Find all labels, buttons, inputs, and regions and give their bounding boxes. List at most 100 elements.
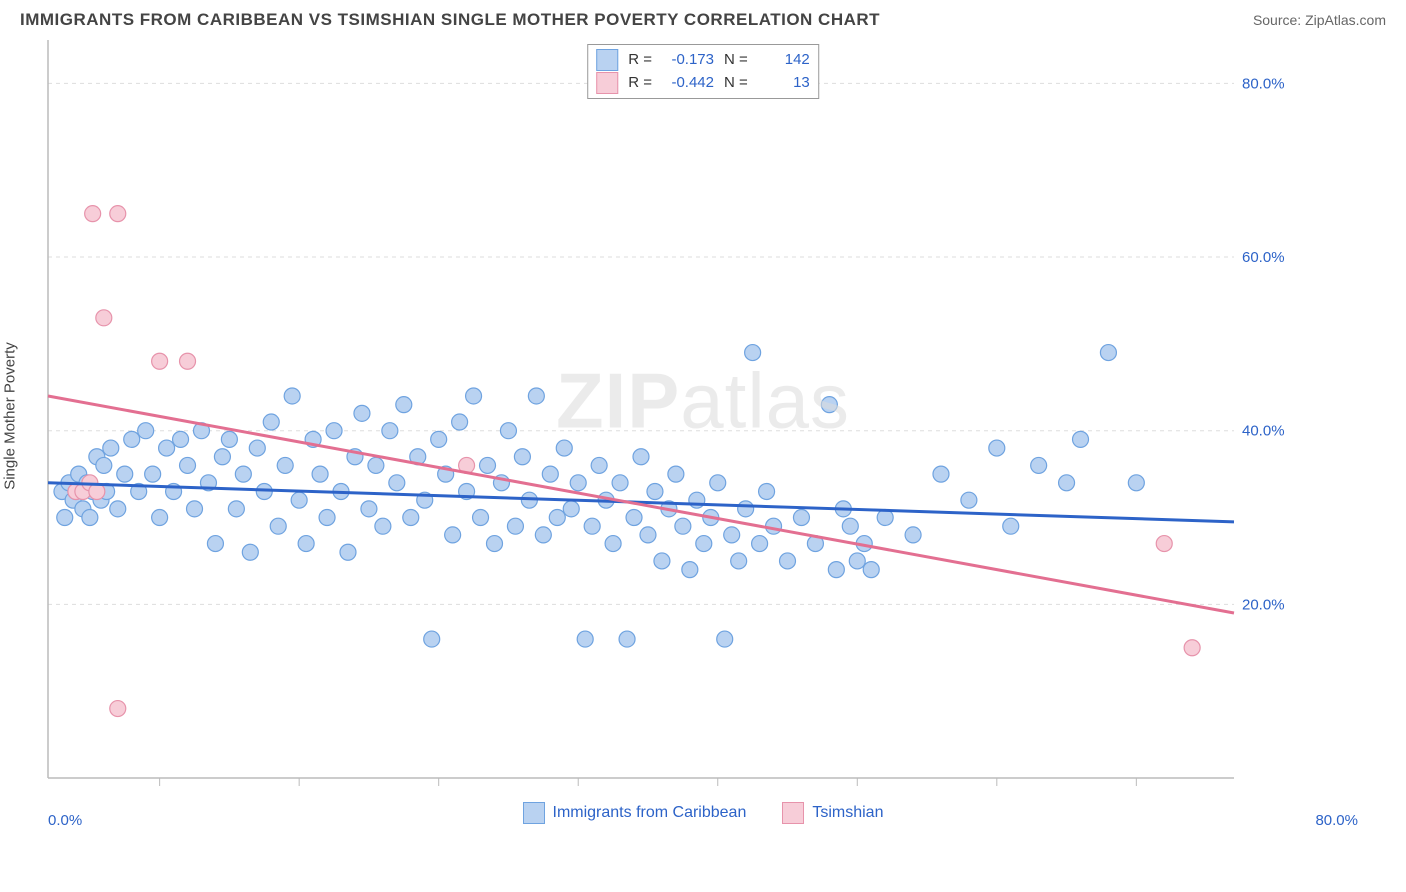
data-point: [738, 501, 754, 517]
r-label: R =: [628, 49, 652, 72]
data-point: [654, 553, 670, 569]
bottom-legend: 0.0% Immigrants from CaribbeanTsimshian …: [0, 802, 1406, 829]
n-label: N =: [724, 49, 748, 72]
data-point: [180, 353, 196, 369]
data-point: [535, 527, 551, 543]
data-point: [863, 562, 879, 578]
page-title: IMMIGRANTS FROM CARIBBEAN VS TSIMSHIAN S…: [20, 10, 880, 30]
data-point: [284, 388, 300, 404]
data-point: [152, 353, 168, 369]
data-point: [270, 518, 286, 534]
data-point: [1073, 431, 1089, 447]
data-point: [682, 562, 698, 578]
correlation-row: R = -0.173 N = 142: [596, 49, 810, 72]
data-point: [424, 631, 440, 647]
data-point: [361, 501, 377, 517]
data-point: [696, 536, 712, 552]
data-point: [647, 483, 663, 499]
data-point: [180, 457, 196, 473]
n-value: 142: [758, 49, 810, 72]
data-point: [905, 527, 921, 543]
y-tick-label: 60.0%: [1242, 249, 1285, 266]
data-point: [1100, 345, 1116, 361]
data-point: [619, 631, 635, 647]
legend-label: Tsimshian: [812, 804, 883, 822]
n-value: 13: [758, 72, 810, 95]
data-point: [110, 206, 126, 222]
data-point: [591, 457, 607, 473]
r-value: -0.442: [662, 72, 714, 95]
data-point: [221, 431, 237, 447]
legend-swatch: [523, 802, 545, 824]
data-point: [375, 518, 391, 534]
data-point: [173, 431, 189, 447]
data-point: [717, 631, 733, 647]
legend-swatch: [782, 802, 804, 824]
n-label: N =: [724, 72, 748, 95]
source-credit: Source: ZipAtlas.com: [1253, 12, 1386, 28]
data-point: [326, 423, 342, 439]
correlation-legend: R = -0.173 N = 142 R = -0.442 N = 13: [587, 44, 819, 99]
data-point: [528, 388, 544, 404]
source-name: ZipAtlas.com: [1305, 12, 1386, 28]
data-point: [214, 449, 230, 465]
data-point: [766, 518, 782, 534]
data-point: [263, 414, 279, 430]
x-axis-min-label: 0.0%: [48, 812, 82, 829]
legend-item: Immigrants from Caribbean: [523, 802, 747, 824]
data-point: [207, 536, 223, 552]
legend-item: Tsimshian: [782, 802, 883, 824]
data-point: [500, 423, 516, 439]
data-point: [1184, 640, 1200, 656]
data-point: [507, 518, 523, 534]
data-point: [389, 475, 405, 491]
data-point: [549, 510, 565, 526]
data-point: [403, 510, 419, 526]
data-point: [110, 701, 126, 717]
data-point: [152, 510, 168, 526]
data-point: [1031, 457, 1047, 473]
data-point: [85, 206, 101, 222]
data-point: [96, 457, 112, 473]
data-point: [626, 510, 642, 526]
data-point: [187, 501, 203, 517]
header: IMMIGRANTS FROM CARIBBEAN VS TSIMSHIAN S…: [0, 0, 1406, 36]
legend-swatch: [596, 49, 618, 71]
data-point: [312, 466, 328, 482]
data-point: [445, 527, 461, 543]
data-point: [577, 631, 593, 647]
data-point: [57, 510, 73, 526]
data-point: [1156, 536, 1172, 552]
data-point: [431, 431, 447, 447]
data-point: [828, 562, 844, 578]
legend-label: Immigrants from Caribbean: [553, 804, 747, 822]
data-point: [584, 518, 600, 534]
data-point: [145, 466, 161, 482]
data-point: [235, 466, 251, 482]
r-value: -0.173: [662, 49, 714, 72]
scatter-plot: 20.0%40.0%60.0%80.0%: [20, 36, 1296, 796]
data-point: [340, 544, 356, 560]
data-point: [780, 553, 796, 569]
data-point: [745, 345, 761, 361]
data-point: [368, 457, 384, 473]
data-point: [96, 310, 112, 326]
data-point: [138, 423, 154, 439]
data-point: [452, 414, 468, 430]
data-point: [1128, 475, 1144, 491]
r-label: R =: [628, 72, 652, 95]
chart-container: Single Mother Poverty 20.0%40.0%60.0%80.…: [20, 36, 1386, 796]
data-point: [319, 510, 335, 526]
correlation-row: R = -0.442 N = 13: [596, 72, 810, 95]
data-point: [1003, 518, 1019, 534]
data-point: [354, 405, 370, 421]
y-axis-label: Single Mother Poverty: [2, 342, 19, 490]
data-point: [605, 536, 621, 552]
data-point: [82, 510, 98, 526]
data-point: [277, 457, 293, 473]
data-point: [1059, 475, 1075, 491]
data-point: [612, 475, 628, 491]
data-point: [710, 475, 726, 491]
data-point: [249, 440, 265, 456]
y-tick-label: 40.0%: [1242, 423, 1285, 440]
